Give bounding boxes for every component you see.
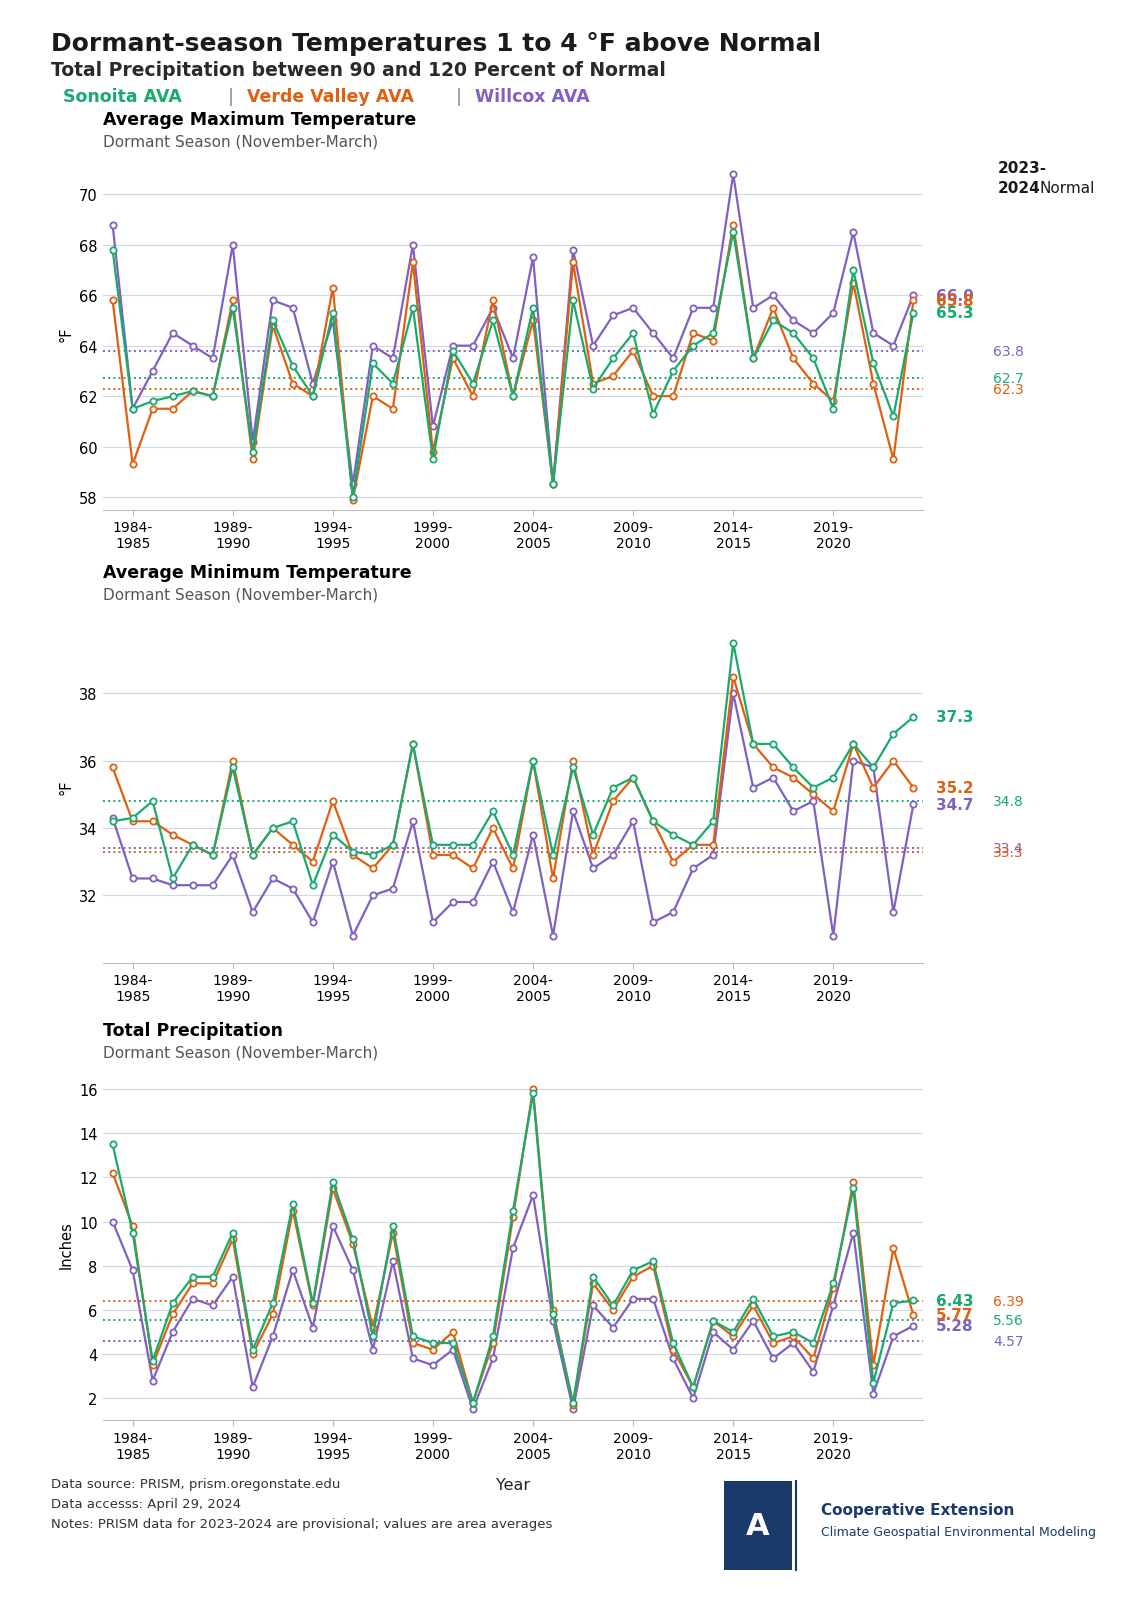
Text: 35.2: 35.2 [936, 780, 974, 796]
Text: Normal: Normal [1040, 181, 1096, 196]
Text: Willcox AVA: Willcox AVA [475, 88, 591, 106]
Text: Verde Valley AVA: Verde Valley AVA [247, 88, 414, 106]
Text: Average Maximum Temperature: Average Maximum Temperature [103, 111, 416, 130]
Text: 63.8: 63.8 [993, 345, 1024, 358]
Y-axis label: °F: °F [58, 326, 73, 342]
Text: 37.3: 37.3 [936, 709, 974, 725]
Text: 2024: 2024 [998, 181, 1040, 196]
Text: 4.57: 4.57 [993, 1335, 1024, 1348]
Text: 33.3: 33.3 [993, 844, 1024, 859]
Text: Dormant-season Temperatures 1 to 4 °F above Normal: Dormant-season Temperatures 1 to 4 °F ab… [51, 32, 822, 56]
Text: 66.0: 66.0 [936, 289, 974, 303]
Text: 65.3: 65.3 [936, 307, 974, 321]
Text: Total Precipitation between 90 and 120 Percent of Normal: Total Precipitation between 90 and 120 P… [51, 61, 666, 80]
Text: Data source: PRISM, prism.oregonstate.edu
Data accesss: April 29, 2024
Notes: PR: Data source: PRISM, prism.oregonstate.ed… [51, 1477, 553, 1530]
Y-axis label: °F: °F [58, 778, 74, 794]
Text: |: | [456, 88, 462, 106]
Text: Year: Year [496, 1477, 530, 1493]
Text: Sonoita AVA: Sonoita AVA [63, 88, 181, 106]
Text: 6.39: 6.39 [993, 1295, 1024, 1308]
Text: |: | [228, 88, 234, 106]
Text: 5.28: 5.28 [936, 1318, 974, 1334]
Text: 5.56: 5.56 [993, 1313, 1024, 1327]
Text: Average Minimum Temperature: Average Minimum Temperature [103, 563, 412, 583]
Text: Cooperative Extension: Cooperative Extension [821, 1502, 1015, 1517]
Text: Dormant Season (November-March): Dormant Season (November-March) [103, 135, 377, 149]
Text: Climate Geospatial Environmental Modeling: Climate Geospatial Environmental Modelin… [821, 1525, 1096, 1538]
Text: 65.8: 65.8 [936, 294, 974, 308]
Text: 34.8: 34.8 [993, 794, 1024, 809]
Text: 34.7: 34.7 [936, 798, 974, 812]
Text: 5.77: 5.77 [936, 1308, 974, 1323]
Text: 2023-: 2023- [998, 160, 1047, 175]
Text: 62.7: 62.7 [993, 372, 1024, 387]
Text: 33.4: 33.4 [993, 841, 1024, 855]
Text: Total Precipitation: Total Precipitation [103, 1021, 283, 1040]
Text: 6.43: 6.43 [936, 1294, 974, 1308]
Text: Dormant Season (November-March): Dormant Season (November-March) [103, 1045, 377, 1059]
Text: A: A [747, 1510, 770, 1541]
Text: Dormant Season (November-March): Dormant Season (November-March) [103, 587, 377, 602]
Text: 62.3: 62.3 [993, 382, 1024, 396]
Y-axis label: Inches: Inches [58, 1220, 74, 1268]
